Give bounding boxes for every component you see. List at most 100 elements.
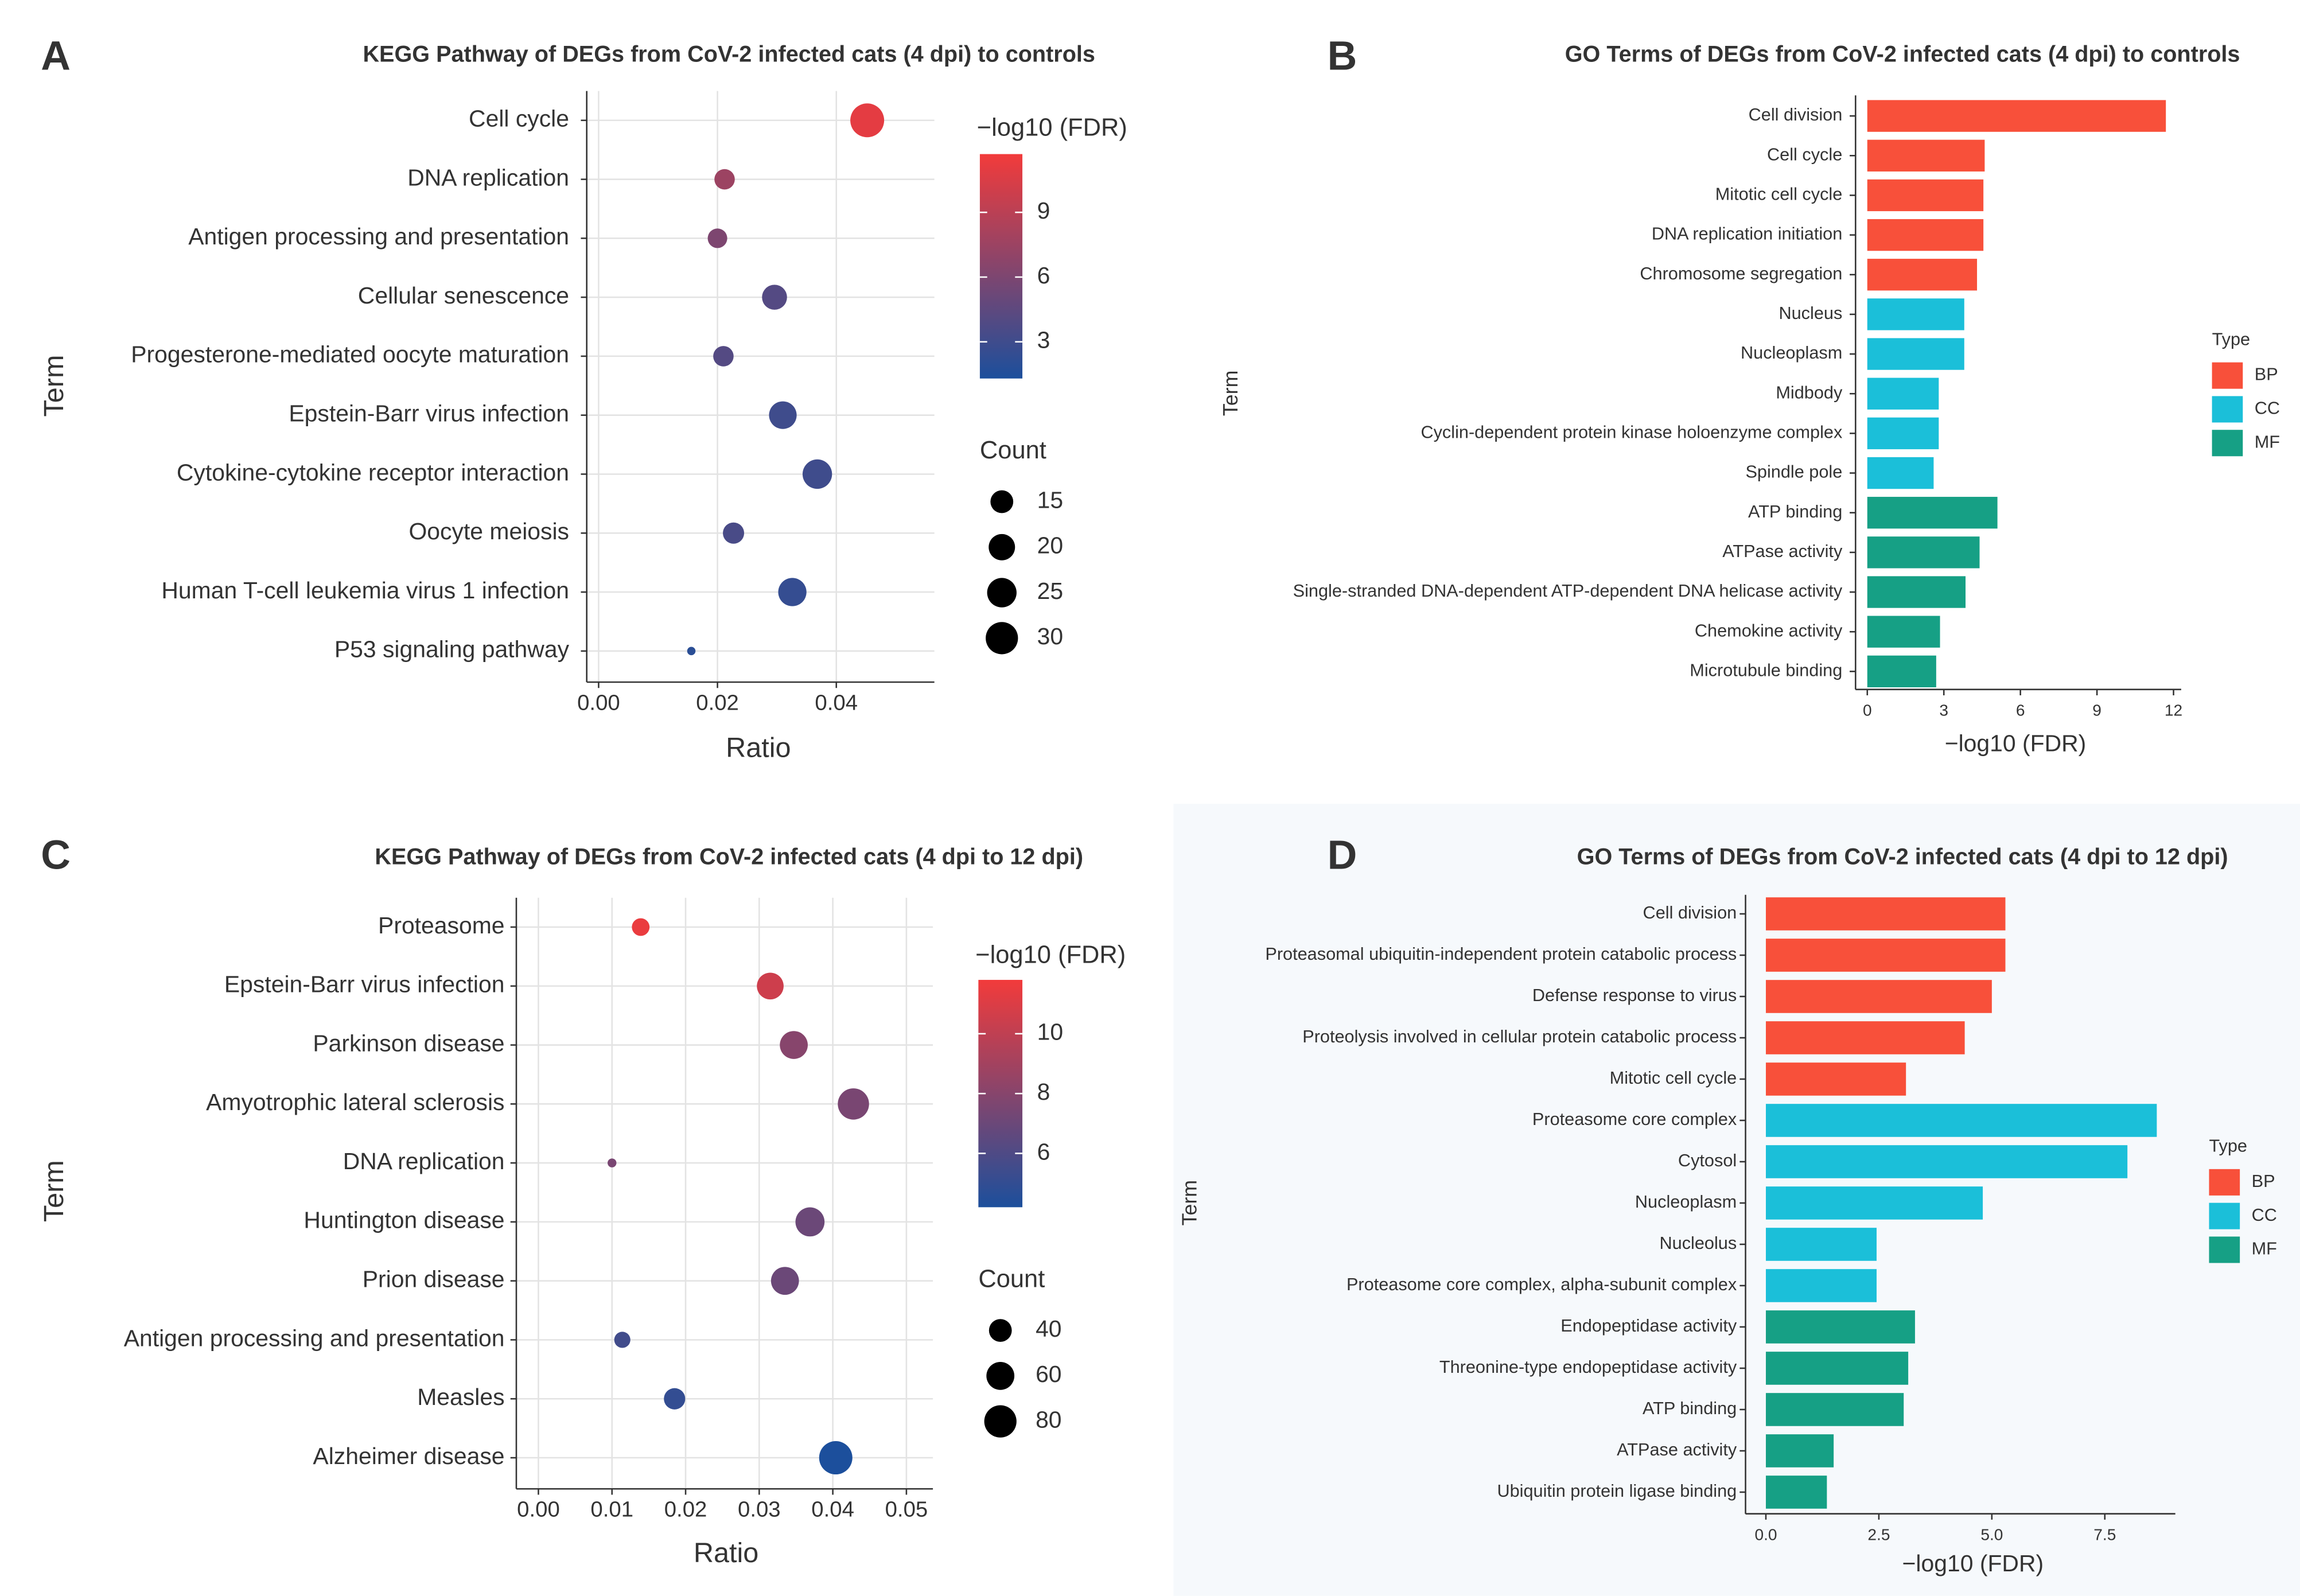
bar — [1765, 897, 2006, 931]
y-tick-label: Cell division — [1643, 902, 1737, 922]
bar — [1867, 536, 1980, 569]
chart-title: KEGG Pathway of DEGs from CoV-2 infected… — [375, 844, 1083, 869]
bar — [1765, 1062, 1906, 1096]
y-tick-label: Proteasome core complex, alpha-subunit c… — [1346, 1274, 1737, 1294]
y-tick-label: Defense response to virus — [1532, 985, 1737, 1005]
y-tick-label: ATP binding — [1748, 501, 1842, 521]
chart-title: KEGG Pathway of DEGs from CoV-2 infected… — [363, 42, 1095, 67]
y-tick-label: Proteasome — [378, 912, 504, 939]
y-tick-label: Epstein-Barr virus infection — [289, 400, 569, 426]
y-tick-label: Chromosome segregation — [1640, 263, 1842, 283]
size-key-label: 80 — [1036, 1406, 1061, 1432]
y-tick-label: Cyclin-dependent protein kinase holoenzy… — [1421, 422, 1842, 442]
size-key — [989, 534, 1015, 560]
legend-swatch — [2209, 1202, 2240, 1229]
x-tick-label: 0.00 — [577, 690, 620, 715]
x-tick-label: 5.0 — [1980, 1525, 2003, 1543]
bar — [1765, 1476, 1827, 1509]
x-tick-label: 2.5 — [1867, 1525, 1890, 1543]
color-tick-label: 10 — [1037, 1019, 1063, 1045]
y-tick-label: Endopeptidase activity — [1560, 1315, 1737, 1336]
size-key — [990, 490, 1014, 513]
legend-label: CC — [2252, 1205, 2277, 1225]
y-tick-label: Huntington disease — [303, 1207, 504, 1233]
bar — [1867, 576, 1966, 608]
legend-title: −log10 (FDR) — [975, 941, 1126, 969]
size-key-label: 60 — [1036, 1361, 1061, 1387]
x-tick-label: 0.01 — [590, 1497, 633, 1522]
y-tick-label: Oocyte meiosis — [409, 518, 570, 544]
dot — [770, 1267, 799, 1295]
size-key — [984, 1405, 1017, 1438]
dot — [757, 972, 784, 1000]
y-tick-label: Proteasomal ubiquitin-independent protei… — [1265, 944, 1737, 964]
x-axis-label: −log10 (FDR) — [1902, 1550, 2044, 1576]
y-tick-label: Midbody — [1776, 382, 1843, 402]
size-key-label: 30 — [1037, 623, 1063, 649]
y-tick-label: DNA replication — [343, 1148, 505, 1174]
panel-label: C — [41, 832, 71, 878]
bar — [1765, 1434, 1834, 1467]
dot — [778, 578, 807, 606]
x-axis-label: −log10 (FDR) — [1945, 730, 2087, 757]
y-tick-label: Cytosol — [1678, 1150, 1737, 1170]
x-tick-label: 7.5 — [2093, 1525, 2116, 1543]
color-tick-label: 8 — [1037, 1079, 1050, 1105]
legend-swatch — [2212, 362, 2243, 389]
y-tick-label: Amyotrophic lateral sclerosis — [206, 1089, 504, 1115]
y-axis-label: Term — [1178, 1180, 1201, 1226]
bar — [1765, 1186, 1983, 1220]
bar — [1765, 1310, 1915, 1344]
bar — [1765, 1269, 1877, 1302]
y-tick-label: Single-stranded DNA-dependent ATP-depend… — [1293, 581, 1843, 601]
legend-title: Count — [980, 437, 1046, 464]
bar — [1765, 1393, 1904, 1426]
legend-swatch — [2212, 430, 2243, 457]
y-tick-label: Prion disease — [363, 1266, 505, 1292]
bar — [1765, 1104, 2157, 1137]
size-key-label: 40 — [1036, 1315, 1061, 1342]
y-tick-label: Mitotic cell cycle — [1715, 184, 1843, 204]
legend-label: MF — [2252, 1239, 2277, 1259]
y-tick-label: Proteolysis involved in cellular protein… — [1302, 1026, 1737, 1046]
size-key — [986, 1362, 1015, 1390]
dot — [707, 228, 727, 248]
legend-swatch — [2212, 396, 2243, 423]
chart-title: GO Terms of DEGs from CoV-2 infected cat… — [1577, 844, 2228, 869]
panel-label: B — [1328, 33, 1357, 79]
bar — [1867, 417, 1939, 450]
bar — [1867, 219, 1984, 251]
y-tick-label: Mitotic cell cycle — [1610, 1068, 1737, 1088]
dot — [762, 285, 787, 310]
x-tick-label: 0.04 — [811, 1497, 854, 1522]
y-tick-label: P53 signaling pathway — [334, 636, 570, 663]
bar — [1765, 980, 1992, 1013]
y-tick-label: DNA replication initiation — [1652, 224, 1842, 244]
y-tick-label: Cell division — [1749, 104, 1843, 124]
panel-background — [1173, 804, 2300, 1596]
dot — [795, 1207, 825, 1237]
legend-swatch — [2209, 1169, 2240, 1196]
color-bar — [979, 154, 1023, 379]
dot — [723, 522, 745, 544]
legend-title: Type — [2212, 329, 2251, 349]
bar — [1867, 616, 1940, 648]
dot — [664, 1388, 686, 1410]
bar — [1765, 1352, 1909, 1385]
x-tick-label: 0.03 — [738, 1497, 781, 1522]
panel-label: D — [1328, 832, 1357, 878]
y-tick-label: Nucleoplasm — [1741, 342, 1842, 363]
y-tick-label: Alzheimer disease — [313, 1443, 504, 1469]
y-tick-label: Cell cycle — [1767, 144, 1842, 164]
color-tick-label: 6 — [1037, 1138, 1050, 1165]
y-tick-label: Human T-cell leukemia virus 1 infection — [161, 577, 569, 604]
bar — [1867, 457, 1934, 489]
bar — [1867, 377, 1939, 410]
size-key — [987, 578, 1017, 608]
dot — [780, 1031, 808, 1059]
y-tick-label: Progesterone-mediated oocyte maturation — [131, 341, 569, 368]
legend-title: Count — [978, 1266, 1045, 1293]
y-axis-label: Term — [38, 1160, 69, 1222]
x-tick-label: 9 — [2092, 702, 2101, 719]
size-key — [986, 622, 1018, 655]
